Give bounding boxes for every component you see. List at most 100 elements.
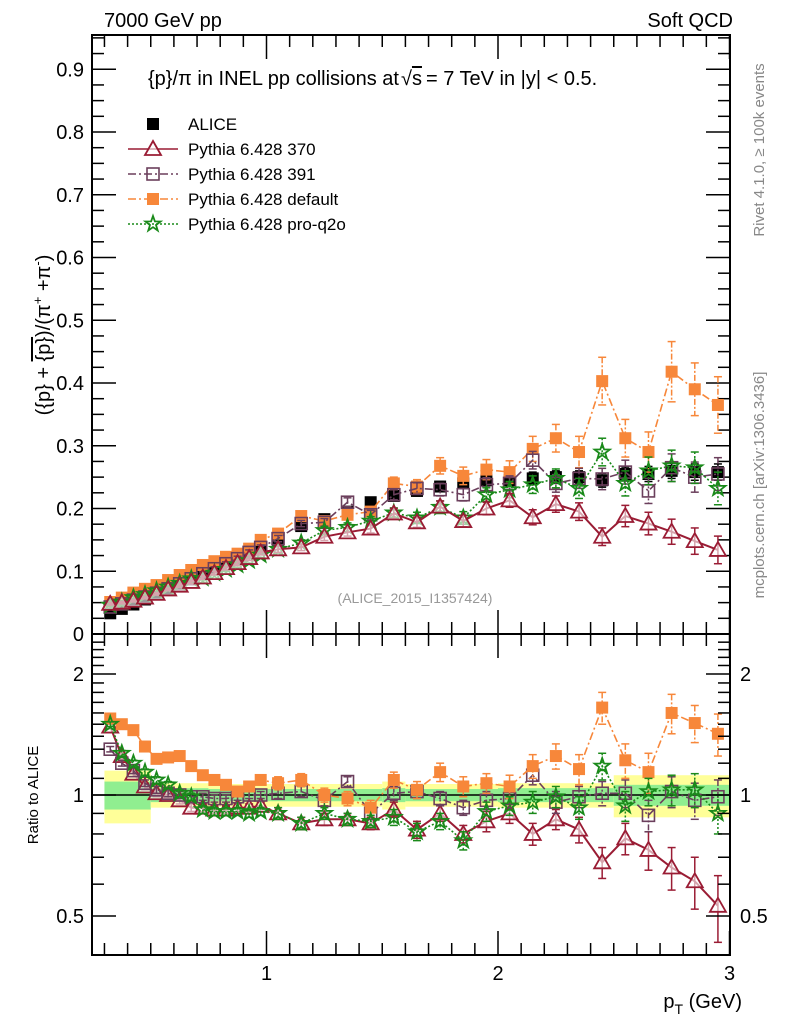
data-point bbox=[364, 496, 377, 509]
header-left: 7000 GeV pp bbox=[104, 10, 222, 32]
data-point bbox=[185, 760, 198, 773]
legend-label: Pythia 6.428 391 bbox=[188, 165, 316, 184]
data-point bbox=[569, 819, 589, 837]
data-point bbox=[707, 802, 729, 823]
data-point bbox=[642, 446, 655, 459]
ratio-y-tick-label-right: 1 bbox=[740, 785, 751, 807]
data-point bbox=[711, 789, 725, 804]
data-point bbox=[173, 750, 186, 763]
data-point bbox=[290, 812, 312, 833]
data-point bbox=[387, 489, 400, 502]
legend-marker bbox=[143, 139, 163, 156]
data-point bbox=[549, 432, 562, 445]
data-point bbox=[708, 896, 728, 913]
legend-item: Pythia 6.428 370 bbox=[128, 139, 316, 159]
y-tick-label: 0.2 bbox=[56, 499, 84, 521]
y-tick-label: 0.7 bbox=[56, 185, 84, 207]
data-point bbox=[267, 802, 289, 823]
y-tick-label: 0.5 bbox=[56, 310, 84, 332]
data-point bbox=[479, 477, 494, 492]
data-point bbox=[568, 796, 590, 817]
main-ylabel: ({p} + {p})/(π+ +π-) bbox=[30, 255, 55, 416]
data-point bbox=[231, 785, 244, 798]
data-point bbox=[573, 446, 586, 459]
x-tick-label: 2 bbox=[492, 963, 503, 985]
data-point bbox=[523, 824, 543, 841]
data-point bbox=[340, 774, 355, 789]
data-point bbox=[546, 809, 566, 827]
data-point bbox=[127, 724, 140, 737]
data-point bbox=[243, 780, 256, 793]
y-tick-label: 0.1 bbox=[56, 561, 84, 583]
data-point bbox=[546, 494, 566, 512]
side-text-top: Rivet 4.1.0, ≥ 100k events bbox=[751, 63, 768, 236]
data-point bbox=[595, 786, 609, 801]
data-point bbox=[219, 550, 232, 563]
data-point bbox=[641, 808, 656, 823]
data-point bbox=[134, 761, 156, 781]
legend-item: Pythia 6.428 default bbox=[128, 190, 339, 209]
data-point bbox=[526, 760, 539, 773]
main-ylabel-text: ({p} + {p})/(π+ +π-) bbox=[30, 255, 55, 416]
data-point bbox=[684, 456, 706, 477]
data-point bbox=[619, 754, 632, 767]
series-line-pythia-6-428-pro-q2o bbox=[109, 450, 719, 606]
data-point bbox=[433, 791, 447, 806]
data-point bbox=[169, 782, 190, 802]
data-point bbox=[664, 784, 679, 799]
legend-marker bbox=[142, 213, 164, 233]
main-panel: 0 0.1 0.2 0.3 0.4 0.5 0.6 0.7 0.8 0.9 ALICE Pythia… bbox=[30, 34, 731, 646]
data-point bbox=[500, 490, 520, 508]
title-sqrt: √ bbox=[401, 68, 412, 90]
data-point bbox=[196, 769, 209, 782]
data-point bbox=[429, 810, 451, 831]
data-point bbox=[208, 555, 221, 568]
data-point bbox=[360, 810, 381, 831]
data-point bbox=[361, 518, 381, 536]
data-point bbox=[480, 463, 493, 476]
data-point bbox=[522, 473, 543, 494]
y-tick-label: 0.9 bbox=[56, 59, 84, 81]
main-data bbox=[99, 340, 729, 620]
data-point bbox=[111, 742, 132, 762]
svg-text:Ratio to ALICE: Ratio to ALICE bbox=[25, 746, 42, 844]
data-point bbox=[685, 871, 705, 889]
svg-text:Rivet 4.1.0, ≥ 100k events: Rivet 4.1.0, ≥ 100k events bbox=[751, 63, 768, 236]
data-point bbox=[522, 791, 543, 811]
x-tick-label: 3 bbox=[724, 963, 735, 985]
data-point bbox=[123, 752, 144, 772]
data-point bbox=[340, 495, 355, 510]
data-point bbox=[545, 786, 567, 806]
data-point bbox=[250, 800, 271, 821]
ratio-ticks: 0.5 0.5 1 1 2 2 1 2 3 bbox=[56, 634, 768, 985]
data-point bbox=[146, 769, 167, 789]
data-point bbox=[711, 398, 724, 411]
data-point bbox=[157, 774, 179, 794]
data-point bbox=[407, 512, 427, 530]
data-point bbox=[523, 507, 543, 525]
y-tick-label: 0.4 bbox=[56, 373, 84, 395]
data-point bbox=[638, 840, 659, 857]
data-point bbox=[456, 800, 471, 815]
data-point bbox=[502, 476, 517, 491]
data-point bbox=[684, 779, 706, 799]
data-point bbox=[103, 742, 118, 757]
x-tick-label: 1 bbox=[261, 963, 272, 985]
ratio-y-tick-label: 2 bbox=[73, 664, 84, 686]
data-point bbox=[573, 763, 586, 776]
data-point bbox=[688, 717, 701, 730]
data-point bbox=[665, 706, 678, 719]
data-point bbox=[254, 773, 267, 786]
data-point bbox=[707, 477, 729, 498]
data-point bbox=[642, 766, 655, 779]
data-point bbox=[545, 467, 567, 488]
data-point bbox=[115, 718, 128, 731]
legend: ALICE Pythia 6.428 370 Pythia 6.428 391 Pyt… bbox=[128, 115, 346, 234]
title-s: s bbox=[412, 68, 422, 90]
data-point bbox=[592, 526, 612, 544]
data-point bbox=[662, 857, 682, 875]
data-point bbox=[294, 516, 309, 531]
data-point bbox=[685, 531, 705, 549]
data-point bbox=[433, 482, 447, 497]
